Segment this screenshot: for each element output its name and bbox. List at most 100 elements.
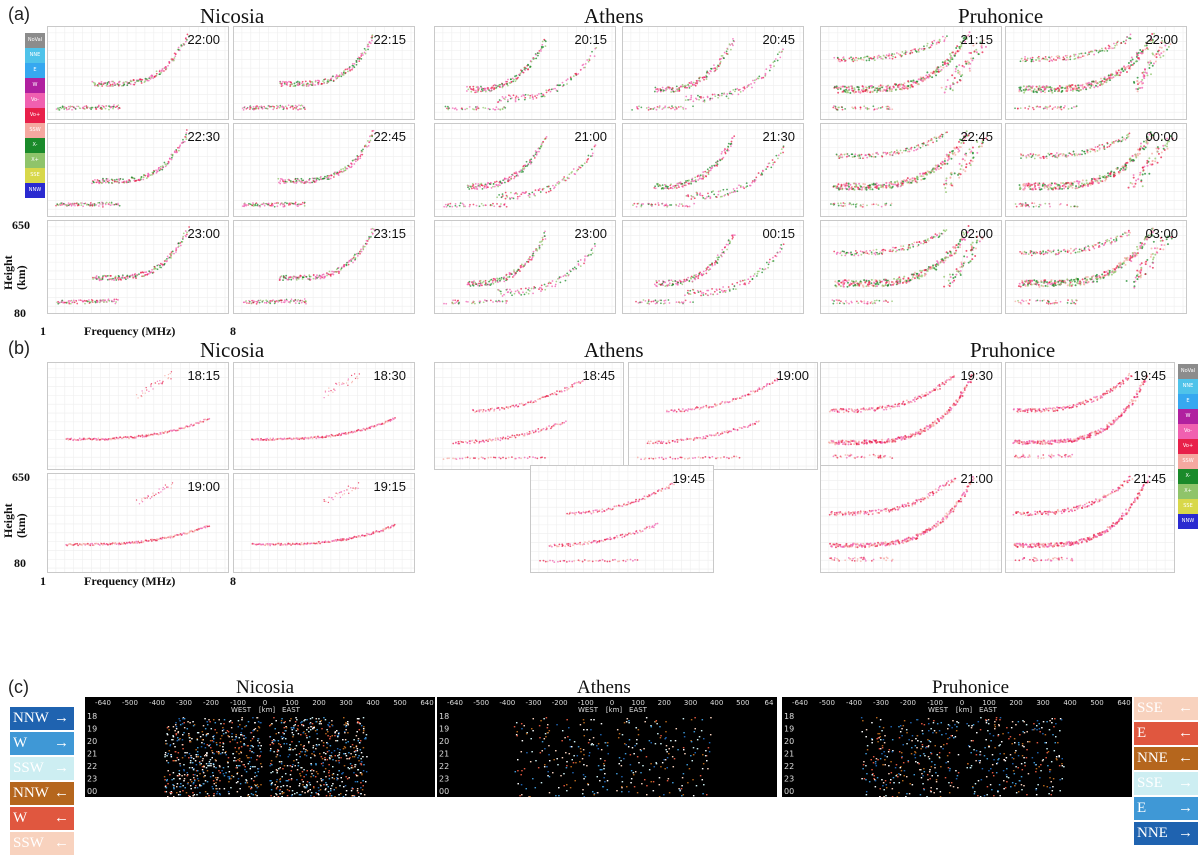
ionogram-time-label: 03:00 (1145, 226, 1178, 241)
ionogram-time-label: 21:00 (960, 471, 993, 486)
hour-tick-label: 22 (784, 762, 794, 771)
east-label: EAST (629, 706, 648, 714)
arrow-right-icon: → (54, 707, 69, 730)
ionogram-a-pruhonice-6: 03:00 (1005, 220, 1187, 314)
legend-c-item-nnw: NNW→ (10, 707, 74, 730)
legend-c-label: SSW (13, 757, 44, 780)
legend-c-label: NNE (1137, 822, 1168, 845)
x-tick-label: -400 (499, 699, 515, 707)
ionogram-time-label: 21:30 (762, 129, 795, 144)
legend-c-item-sse: SSE→ (1134, 772, 1198, 795)
ionogram-time-label: 00:00 (1145, 129, 1178, 144)
ionogram-time-label: 22:15 (373, 32, 406, 47)
ionogram-b-athens-3: 19:45 (530, 465, 714, 573)
hour-tick-label: 19 (784, 725, 794, 734)
hour-tick-label: 19 (439, 725, 449, 734)
height-label-a: Height (km) (2, 250, 28, 290)
arrow-right-icon: → (1178, 822, 1193, 845)
legend-swatch-nnw: NNW (25, 183, 45, 198)
legend-swatch-x: X+ (25, 153, 45, 168)
ionogram-time-label: 18:45 (582, 368, 615, 383)
ionogram-a-athens-2: 20:45 (622, 26, 804, 120)
station-title-c-pruhonice: Pruhonice (932, 677, 1009, 699)
panel-label-b: (b) (8, 338, 30, 359)
ionogram-a-athens-1: 20:15 (434, 26, 616, 120)
ionogram-time-label: 21:15 (960, 32, 993, 47)
hour-tick-label: 23 (87, 775, 97, 784)
panel-label-a: (a) (8, 4, 30, 25)
hour-tick-label: 20 (87, 737, 97, 746)
x-tick-label: 400 (366, 699, 379, 707)
legend-c-label: NNE (1137, 747, 1168, 770)
ionogram-a-athens-6: 00:15 (622, 220, 804, 314)
ionogram-a-nicosia-6: 23:15 (233, 220, 415, 314)
hour-tick-label: 21 (87, 750, 97, 759)
x-tick-label: 200 (658, 699, 671, 707)
x-tick-label: 64 (765, 699, 774, 707)
ionogram-b-athens-2: 19:00 (628, 362, 818, 470)
legend-c-item-e: E← (1134, 722, 1198, 745)
x-tick-label: 500 (393, 699, 406, 707)
x-tick-label: -400 (846, 699, 862, 707)
legend-c-label: NNW (13, 707, 49, 730)
legend-c-item-w: W→ (10, 732, 74, 755)
station-title-c-nicosia: Nicosia (236, 677, 294, 699)
km-label: [km] (956, 706, 973, 714)
legend-swatch-w: W (25, 78, 45, 93)
x-tick-label: -640 (447, 699, 463, 707)
ionogram-time-label: 20:45 (762, 32, 795, 47)
hour-tick-label: 23 (439, 775, 449, 784)
arrow-right-icon: → (1178, 772, 1193, 795)
x-tick-label: -500 (122, 699, 138, 707)
station-title-b-pruhonice: Pruhonice (970, 338, 1055, 363)
height-top-a: 650 (12, 218, 30, 233)
ionogram-time-label: 21:00 (574, 129, 607, 144)
x-tick-label: 200 (1009, 699, 1022, 707)
x-tick-label: 400 (710, 699, 723, 707)
legend-c-item-ssw: SSW → (10, 757, 74, 780)
legend-swatch-nnw: NNW (1178, 514, 1198, 529)
legend-c-label: W (13, 807, 27, 830)
legend-c-label: W (13, 732, 27, 755)
legend-swatch-nne: NNE (25, 48, 45, 63)
legend-c-item-e: E→ (1134, 797, 1198, 820)
ionogram-time-label: 02:00 (960, 226, 993, 241)
ionogram-time-label: 19:15 (373, 479, 406, 494)
ionogram-time-label: 22:00 (187, 32, 220, 47)
arrow-left-icon: ← (54, 807, 69, 830)
ionogram-time-label: 23:00 (187, 226, 220, 241)
x-tick-label: 300 (684, 699, 697, 707)
ionogram-b-athens-1: 18:45 (434, 362, 624, 470)
arrow-left-icon: ← (54, 832, 69, 855)
hour-tick-label: 18 (87, 712, 97, 721)
legend-swatch-noval: NoVal (25, 33, 45, 48)
km-label: [km] (259, 706, 276, 714)
ionogram-b-nicosia-1: 18:15 (47, 362, 229, 470)
ionogram-b-nicosia-4: 19:15 (233, 473, 415, 573)
legend-swatch-vo: Vo- (25, 93, 45, 108)
x-tick-label: -200 (552, 699, 568, 707)
hour-tick-label: 20 (784, 737, 794, 746)
legend-swatch-w: W (1178, 409, 1198, 424)
freq-label-b: Frequency (MHz) (84, 574, 175, 589)
hour-tick-label: 20 (439, 737, 449, 746)
ionogram-a-pruhonice-5: 02:00 (820, 220, 1002, 314)
ionogram-time-label: 22:45 (960, 129, 993, 144)
east-label: EAST (979, 706, 998, 714)
west-label: WEST (578, 706, 599, 714)
ionogram-a-nicosia-2: 22:15 (233, 26, 415, 120)
arrow-left-icon: ← (1178, 747, 1193, 770)
ionogram-a-nicosia-4: 22:45 (233, 123, 415, 217)
freq-label-a: Frequency (MHz) (84, 324, 175, 339)
legend-c-label: SSE (1137, 697, 1163, 720)
freq-min-a: 1 (40, 324, 46, 339)
x-tick-label: 300 (1036, 699, 1049, 707)
ionogram-time-label: 18:15 (187, 368, 220, 383)
hour-tick-label: 18 (784, 712, 794, 721)
x-tick-label: -500 (473, 699, 489, 707)
freq-max-a: 8 (230, 324, 236, 339)
arrow-right-icon: → (54, 757, 69, 780)
